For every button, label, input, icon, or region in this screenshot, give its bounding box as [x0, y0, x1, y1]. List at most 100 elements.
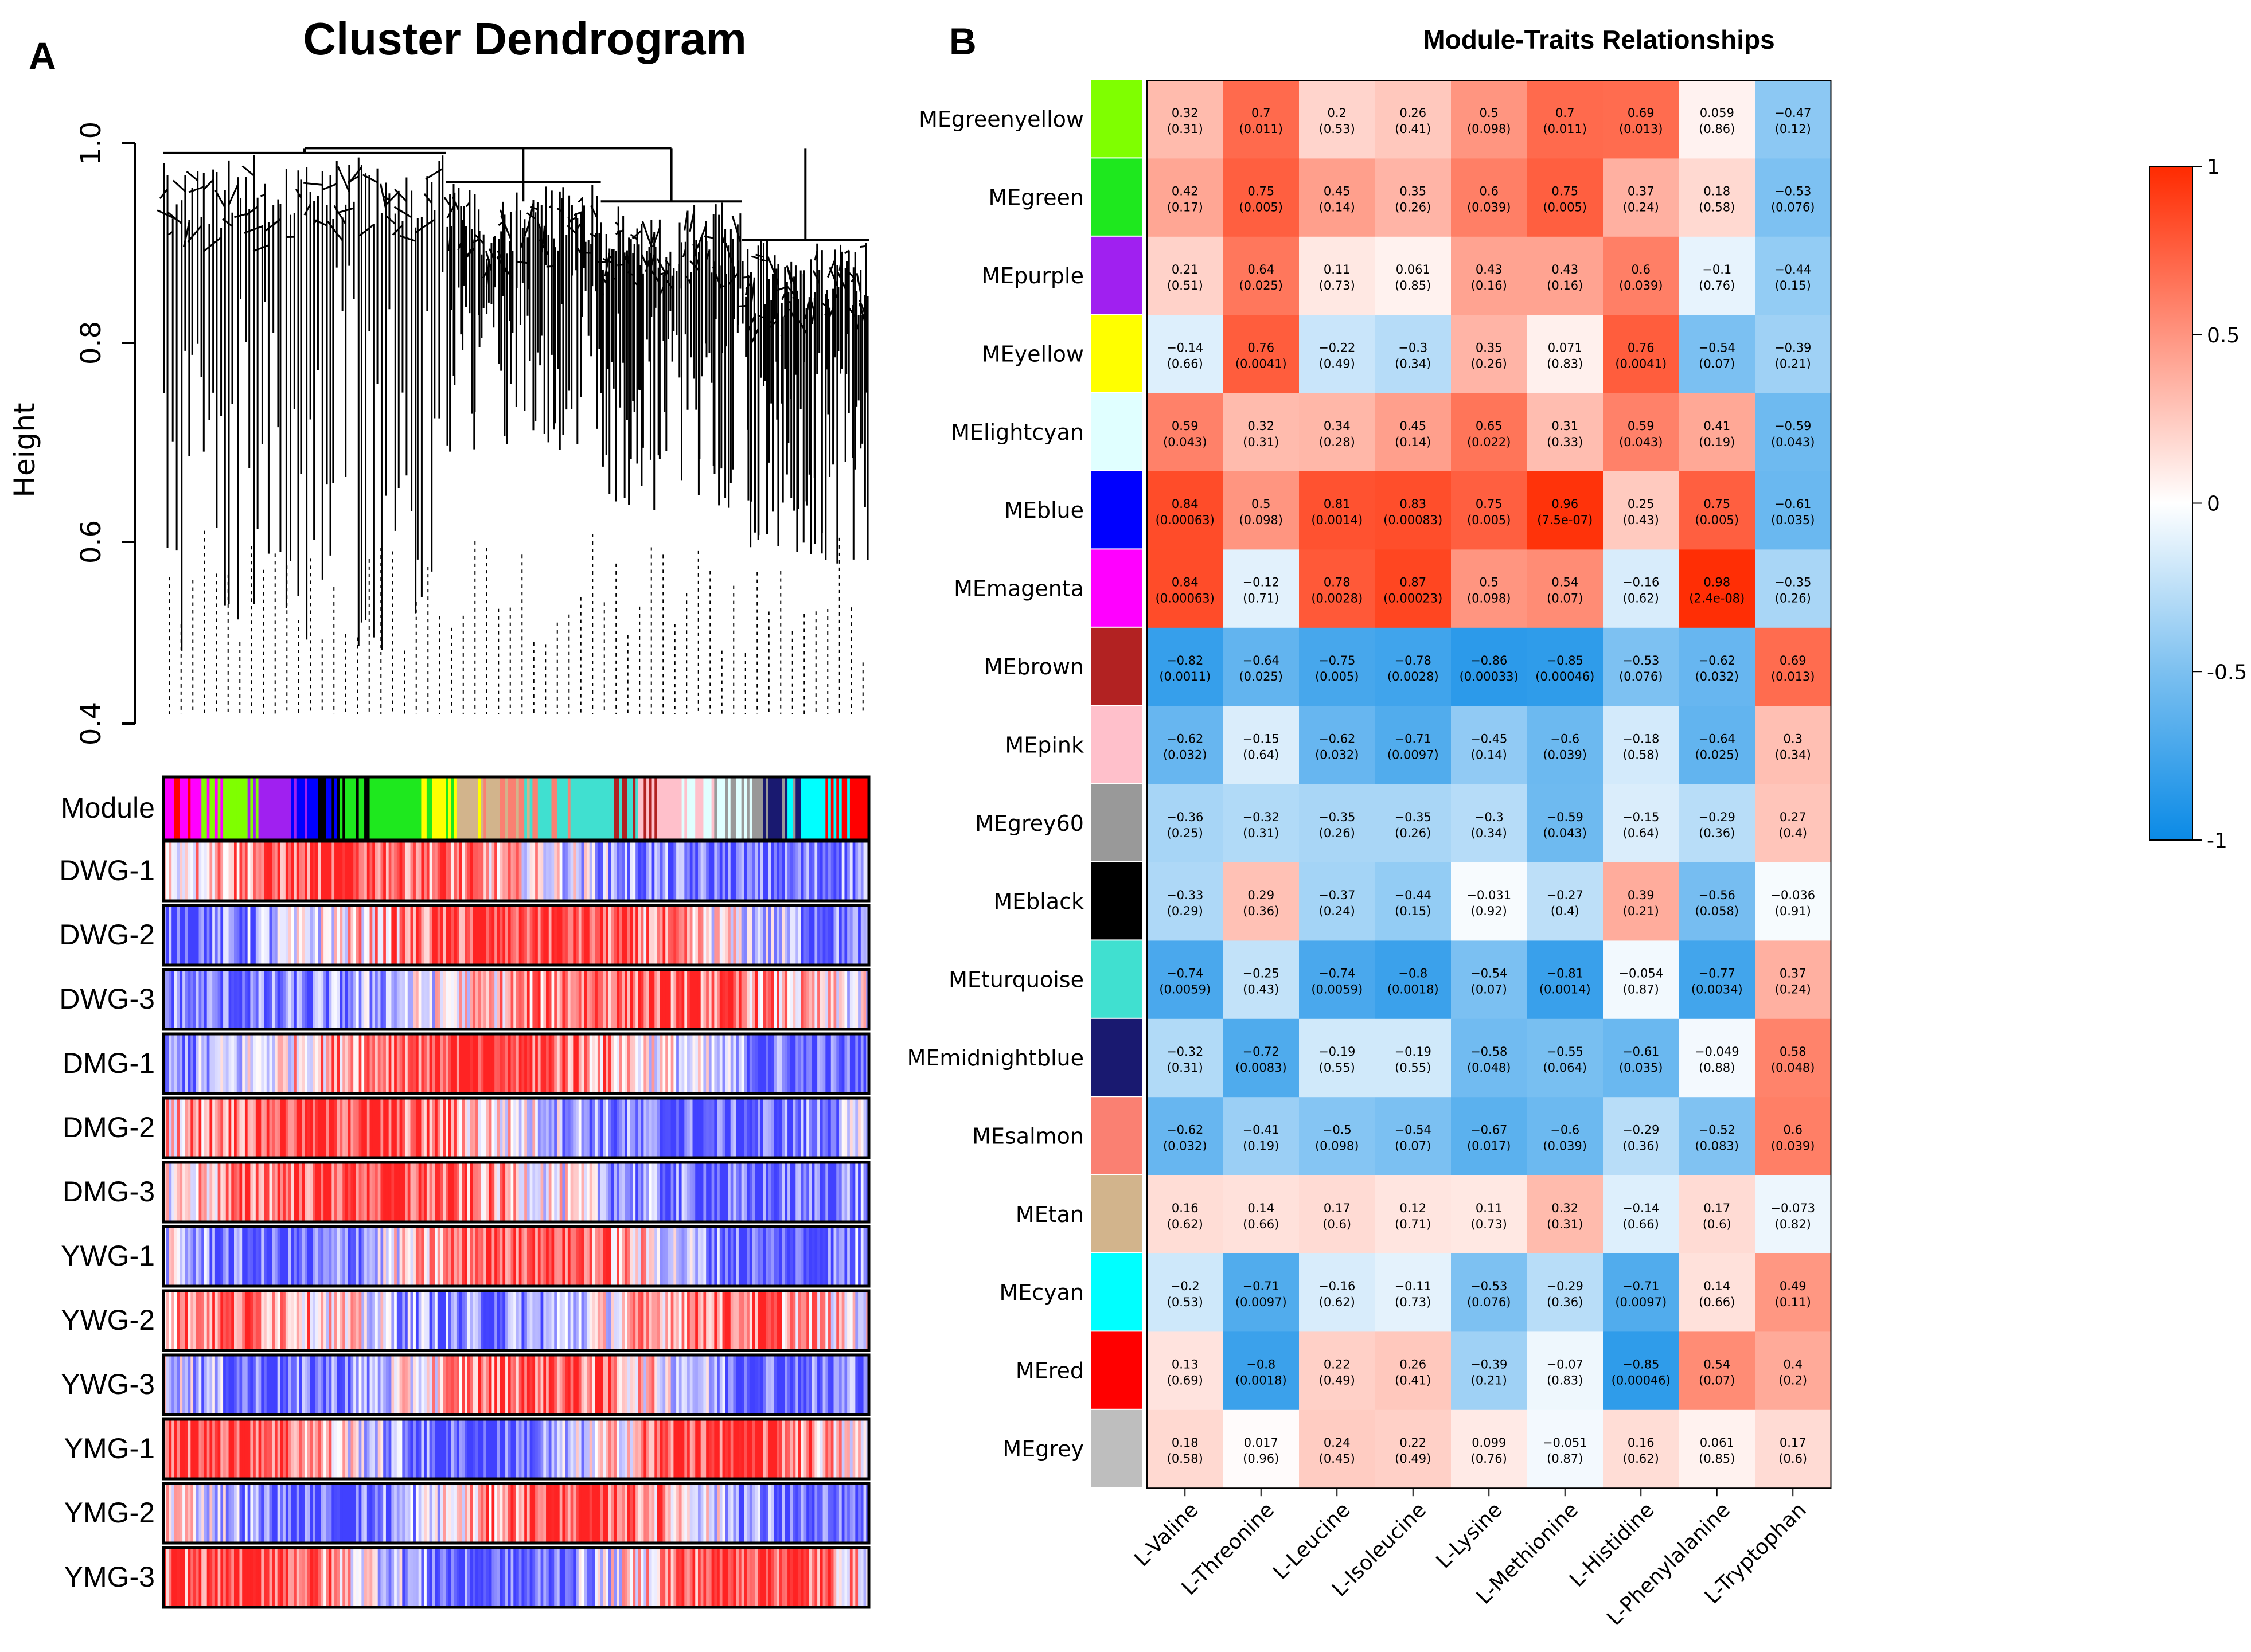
expression-stripe	[738, 1419, 742, 1479]
expression-stripe	[448, 1227, 452, 1286]
expression-stripe	[180, 841, 183, 901]
heatmap-cell	[1223, 1097, 1300, 1176]
expression-stripe	[673, 905, 677, 965]
module-stripe	[236, 777, 240, 840]
expression-stripe	[220, 1291, 224, 1350]
expression-stripe	[736, 1419, 739, 1479]
expression-stripe	[689, 1098, 693, 1158]
expression-stripe	[611, 1227, 614, 1286]
expression-stripe	[708, 1162, 712, 1222]
cell-p-value: (0.31)	[1167, 1061, 1203, 1075]
module-stripe	[611, 777, 614, 840]
expression-stripe	[812, 1483, 815, 1543]
expression-stripe	[689, 1355, 693, 1415]
expression-stripe	[537, 905, 541, 965]
cell-correlation: 0.39	[1628, 888, 1655, 902]
expression-stripe	[302, 1483, 305, 1543]
dendrogram-merge	[650, 233, 656, 244]
sample-track	[162, 1546, 871, 1609]
expression-stripe	[448, 1098, 452, 1158]
expression-stripe	[443, 1162, 446, 1222]
expression-stripe	[214, 1098, 219, 1158]
module-stripe	[193, 777, 197, 840]
expression-stripe	[502, 1291, 506, 1350]
expression-stripe	[280, 1419, 283, 1479]
expression-stripe	[190, 1162, 194, 1222]
expression-stripe	[337, 1227, 341, 1286]
expression-stripe	[841, 1355, 845, 1415]
cell-p-value: (0.36)	[1623, 1139, 1659, 1153]
expression-stripe	[860, 1162, 864, 1222]
heatmap-cell	[1223, 1409, 1300, 1489]
dendrogram-merge	[731, 216, 742, 243]
expression-stripe	[266, 841, 270, 901]
expression-stripe	[689, 841, 693, 901]
expression-stripe	[163, 1034, 167, 1093]
expression-stripe	[554, 841, 557, 901]
expression-stripe	[177, 1355, 180, 1415]
expression-stripe	[681, 1419, 685, 1479]
expression-stripe	[543, 1034, 547, 1093]
expression-stripe	[313, 1098, 316, 1158]
expression-stripe	[755, 1419, 758, 1479]
expression-stripe	[817, 1227, 821, 1286]
module-stripe	[369, 777, 373, 840]
expression-stripe	[177, 1419, 180, 1479]
expression-stripe	[394, 1034, 397, 1093]
expression-stripe	[198, 1483, 202, 1543]
dendrogram-merge	[443, 197, 451, 206]
expression-stripe	[521, 1483, 525, 1543]
expression-stripe	[459, 841, 462, 901]
expression-stripe	[763, 970, 766, 1029]
expression-stripe	[755, 1162, 758, 1222]
expression-stripe	[193, 970, 197, 1029]
cell-p-value: (0.07)	[1699, 1374, 1735, 1388]
cell-correlation: −0.19	[1318, 1045, 1355, 1059]
cell-p-value: (0.31)	[1547, 1217, 1583, 1231]
expression-stripe	[777, 1034, 780, 1093]
expression-stripe	[700, 841, 704, 901]
heatmap-cell	[1679, 940, 1755, 1020]
expression-stripe	[548, 905, 552, 965]
expression-stripe	[353, 1227, 357, 1286]
dendrogram-merge	[167, 231, 174, 236]
expression-stripe	[592, 1098, 595, 1158]
expression-stripe	[467, 905, 471, 965]
expression-stripe	[244, 1291, 248, 1350]
expression-stripe	[719, 1034, 723, 1093]
expression-stripe	[385, 905, 389, 965]
expression-stripe	[654, 841, 658, 901]
expression-stripe	[321, 1034, 324, 1093]
expression-stripe	[305, 1162, 308, 1222]
module-row-label: MEgrey	[1002, 1436, 1084, 1462]
heatmap-cell	[1755, 471, 1831, 550]
expression-stripe	[822, 1162, 826, 1222]
expression-stripe	[771, 1355, 775, 1415]
module-stripe	[429, 777, 432, 840]
expression-stripe	[863, 1355, 867, 1415]
expression-stripe	[451, 1098, 454, 1158]
expression-stripe	[625, 905, 628, 965]
expression-stripe	[646, 1419, 650, 1479]
expression-stripe	[768, 1162, 772, 1222]
expression-stripe	[708, 1548, 712, 1607]
expression-stripe	[584, 1419, 587, 1479]
expression-stripe	[524, 841, 528, 901]
expression-stripe	[625, 1355, 628, 1415]
cell-p-value: (0.025)	[1695, 748, 1739, 761]
expression-stripe	[608, 841, 612, 901]
expression-stripe	[847, 1227, 851, 1286]
expression-stripe	[435, 1355, 438, 1415]
expression-stripe	[350, 841, 354, 901]
y-tick-0-6: 0.6	[75, 520, 107, 564]
module-stripe	[166, 777, 170, 840]
expression-stripe	[266, 1355, 270, 1415]
expression-stripe	[777, 1548, 780, 1607]
expression-stripe	[508, 1098, 512, 1158]
cell-p-value: (0.07)	[1547, 592, 1583, 606]
expression-stripe	[793, 1291, 796, 1350]
expression-stripe	[697, 1162, 701, 1222]
expression-stripe	[394, 905, 397, 965]
expression-stripe	[703, 841, 707, 901]
expression-stripe	[209, 1548, 213, 1607]
